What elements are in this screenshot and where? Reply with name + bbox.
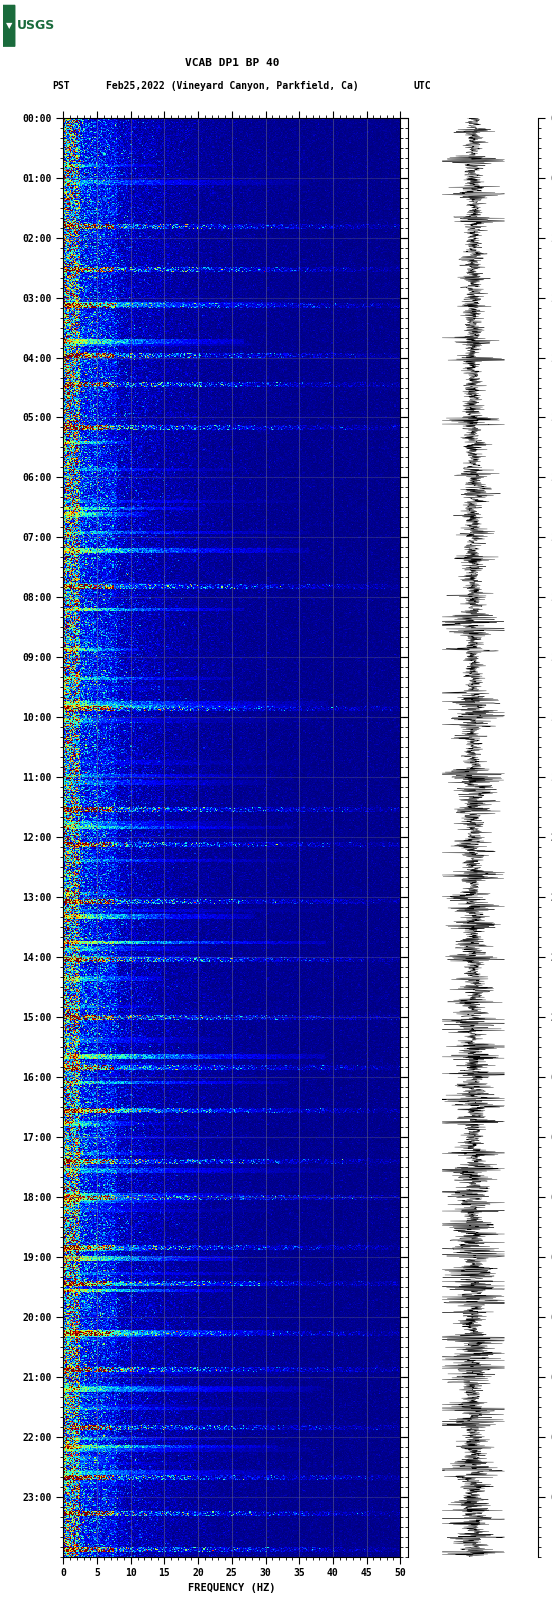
Text: ▼: ▼ [6, 21, 12, 31]
X-axis label: FREQUENCY (HZ): FREQUENCY (HZ) [188, 1582, 275, 1592]
Text: UTC: UTC [414, 81, 432, 90]
Text: VCAB DP1 BP 40: VCAB DP1 BP 40 [184, 58, 279, 68]
Text: USGS: USGS [17, 19, 55, 32]
FancyBboxPatch shape [2, 5, 15, 47]
Text: PST: PST [52, 81, 70, 90]
Text: Feb25,2022 (Vineyard Canyon, Parkfield, Ca): Feb25,2022 (Vineyard Canyon, Parkfield, … [105, 81, 358, 90]
